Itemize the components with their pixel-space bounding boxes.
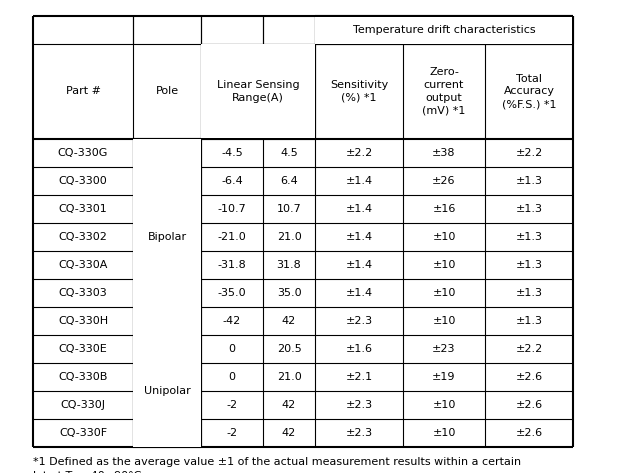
Bar — [315, 17, 572, 44]
Text: Sensitivity
(%) *1: Sensitivity (%) *1 — [330, 80, 388, 103]
Text: ±19: ±19 — [432, 372, 456, 382]
Text: CQ-3301: CQ-3301 — [58, 204, 108, 214]
Text: 0: 0 — [228, 372, 236, 382]
Text: ±2.2: ±2.2 — [516, 344, 542, 354]
Bar — [133, 140, 201, 334]
Bar — [133, 335, 201, 447]
Text: ±1.3: ±1.3 — [516, 316, 542, 326]
Text: 0: 0 — [228, 344, 236, 354]
Text: ±16: ±16 — [432, 204, 456, 214]
Text: ±2.2: ±2.2 — [345, 148, 373, 158]
Text: CQ-3302: CQ-3302 — [58, 232, 108, 242]
Text: 42: 42 — [282, 316, 296, 326]
Text: -2: -2 — [226, 400, 238, 410]
Text: ±1.4: ±1.4 — [345, 204, 373, 214]
Text: ±10: ±10 — [432, 260, 456, 270]
Text: 20.5: 20.5 — [277, 344, 302, 354]
Text: ±2.3: ±2.3 — [345, 428, 373, 438]
Text: ±10: ±10 — [432, 400, 456, 410]
Text: ±2.6: ±2.6 — [516, 400, 542, 410]
Text: Part #: Part # — [65, 87, 101, 96]
Text: 6.4: 6.4 — [280, 176, 298, 186]
Text: Bipolar: Bipolar — [147, 232, 187, 242]
Text: ±26: ±26 — [432, 176, 456, 186]
Text: -6.4: -6.4 — [221, 176, 243, 186]
Text: -10.7: -10.7 — [218, 204, 246, 214]
Text: *1 Defined as the average value ±1 of the actual measurement results within a ce: *1 Defined as the average value ±1 of th… — [33, 457, 521, 473]
Text: ±10: ±10 — [432, 428, 456, 438]
Text: Temperature drift characteristics: Temperature drift characteristics — [353, 25, 536, 35]
Text: ±1.4: ±1.4 — [345, 232, 373, 242]
Text: ±10: ±10 — [432, 288, 456, 298]
Text: ±2.1: ±2.1 — [345, 372, 373, 382]
Text: Zero-
current
output
(mV) *1: Zero- current output (mV) *1 — [422, 67, 466, 116]
Text: CQ-3303: CQ-3303 — [58, 288, 108, 298]
Text: ±1.3: ±1.3 — [516, 176, 542, 186]
Text: 10.7: 10.7 — [277, 204, 302, 214]
Text: ±10: ±10 — [432, 316, 456, 326]
Text: ±1.4: ±1.4 — [345, 176, 373, 186]
Text: CQ-330A: CQ-330A — [58, 260, 108, 270]
Text: ±1.3: ±1.3 — [516, 260, 542, 270]
Text: 42: 42 — [282, 428, 296, 438]
Text: ±2.3: ±2.3 — [345, 400, 373, 410]
Text: Total
Accuracy
(%F.S.) *1: Total Accuracy (%F.S.) *1 — [502, 74, 556, 109]
Text: -35.0: -35.0 — [218, 288, 246, 298]
Text: CQ-330H: CQ-330H — [58, 316, 108, 326]
Text: ±1.3: ±1.3 — [516, 204, 542, 214]
Text: 42: 42 — [282, 400, 296, 410]
Text: Unipolar: Unipolar — [144, 386, 190, 396]
Text: CQ-330E: CQ-330E — [58, 344, 108, 354]
Text: ±2.2: ±2.2 — [516, 148, 542, 158]
Text: ±1.3: ±1.3 — [516, 288, 542, 298]
Text: ±10: ±10 — [432, 232, 456, 242]
Text: 35.0: 35.0 — [277, 288, 301, 298]
Text: CQ-330B: CQ-330B — [58, 372, 108, 382]
Text: Linear Sensing
Range(A): Linear Sensing Range(A) — [216, 80, 299, 103]
Text: ±1.6: ±1.6 — [345, 344, 373, 354]
Text: ±2.6: ±2.6 — [516, 428, 542, 438]
Text: ±1.4: ±1.4 — [345, 288, 373, 298]
Text: CQ-3300: CQ-3300 — [58, 176, 108, 186]
Text: 21.0: 21.0 — [277, 232, 302, 242]
Text: -4.5: -4.5 — [221, 148, 243, 158]
Text: 31.8: 31.8 — [277, 260, 302, 270]
Text: ±38: ±38 — [432, 148, 456, 158]
Text: ±2.6: ±2.6 — [516, 372, 542, 382]
Text: ±23: ±23 — [432, 344, 456, 354]
Text: -31.8: -31.8 — [218, 260, 246, 270]
Text: ±1.3: ±1.3 — [516, 232, 542, 242]
Text: -2: -2 — [226, 428, 238, 438]
Text: ±2.3: ±2.3 — [345, 316, 373, 326]
Text: Pole: Pole — [156, 87, 179, 96]
Text: 21.0: 21.0 — [277, 372, 302, 382]
Bar — [202, 44, 315, 138]
Text: ±1.4: ±1.4 — [345, 260, 373, 270]
Text: 4.5: 4.5 — [280, 148, 298, 158]
Text: -42: -42 — [223, 316, 241, 326]
Text: CQ-330J: CQ-330J — [60, 400, 106, 410]
Text: CQ-330F: CQ-330F — [59, 428, 107, 438]
Text: -21.0: -21.0 — [218, 232, 246, 242]
Text: CQ-330G: CQ-330G — [58, 148, 108, 158]
